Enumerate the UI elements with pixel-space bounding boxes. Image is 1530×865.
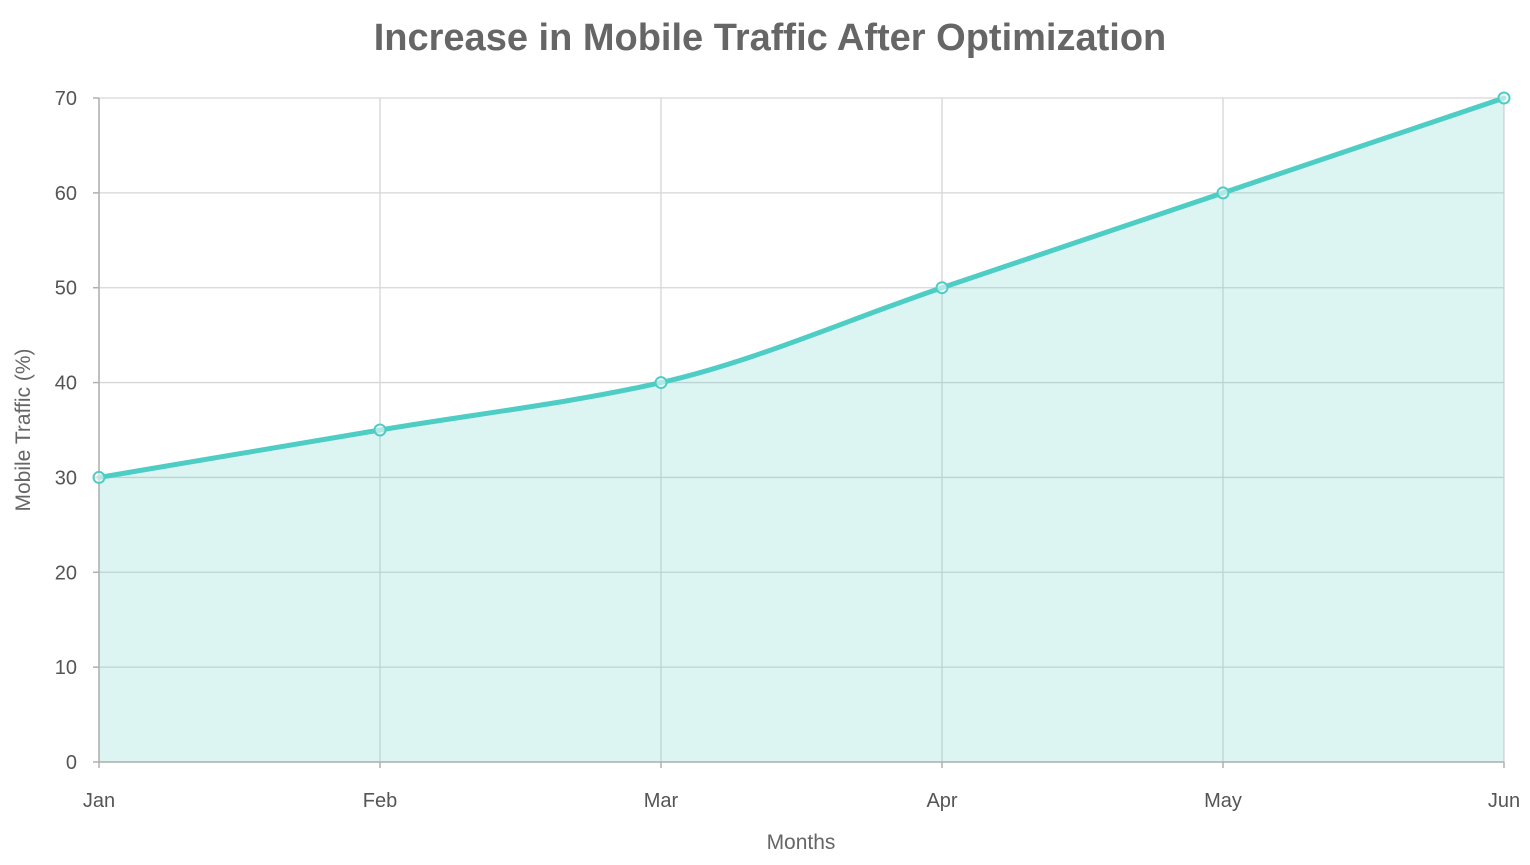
x-tick-label: Feb bbox=[363, 790, 397, 812]
y-axis-ticks: 0 10 20 30 40 50 60 70 bbox=[55, 88, 99, 774]
chart-title: Increase in Mobile Traffic After Optimiz… bbox=[374, 17, 1167, 59]
grid bbox=[98, 97, 1505, 763]
y-tick-label: 70 bbox=[55, 88, 77, 110]
y-tick-label: 30 bbox=[55, 467, 77, 489]
data-point[interactable] bbox=[935, 281, 949, 295]
data-point[interactable] bbox=[1497, 91, 1511, 105]
y-tick-label: 10 bbox=[55, 657, 77, 679]
plot-area bbox=[96, 95, 1507, 762]
x-axis-ticks: Jan Feb Mar Apr May Jun bbox=[83, 762, 1520, 812]
y-tick-label: 50 bbox=[55, 278, 77, 300]
x-tick-label: Jun bbox=[1488, 790, 1520, 812]
y-tick-label: 40 bbox=[55, 373, 77, 395]
series-line bbox=[96, 95, 1507, 480]
data-point[interactable] bbox=[92, 470, 106, 484]
data-point[interactable] bbox=[654, 376, 668, 390]
y-tick-label: 20 bbox=[55, 562, 77, 584]
y-tick-label: 60 bbox=[55, 183, 77, 205]
data-point[interactable] bbox=[373, 423, 387, 437]
y-axis-label: Mobile Traffic (%) bbox=[12, 349, 35, 512]
data-points bbox=[92, 91, 1511, 484]
x-tick-label: Mar bbox=[644, 790, 679, 812]
x-tick-label: Jan bbox=[83, 790, 115, 812]
axes bbox=[98, 98, 1504, 763]
x-tick-label: Apr bbox=[926, 790, 957, 812]
y-tick-label: 0 bbox=[66, 752, 77, 774]
x-tick-label: May bbox=[1204, 790, 1242, 812]
x-axis-label: Months bbox=[767, 831, 836, 854]
data-point[interactable] bbox=[1216, 186, 1230, 200]
area-fill bbox=[99, 98, 1504, 762]
